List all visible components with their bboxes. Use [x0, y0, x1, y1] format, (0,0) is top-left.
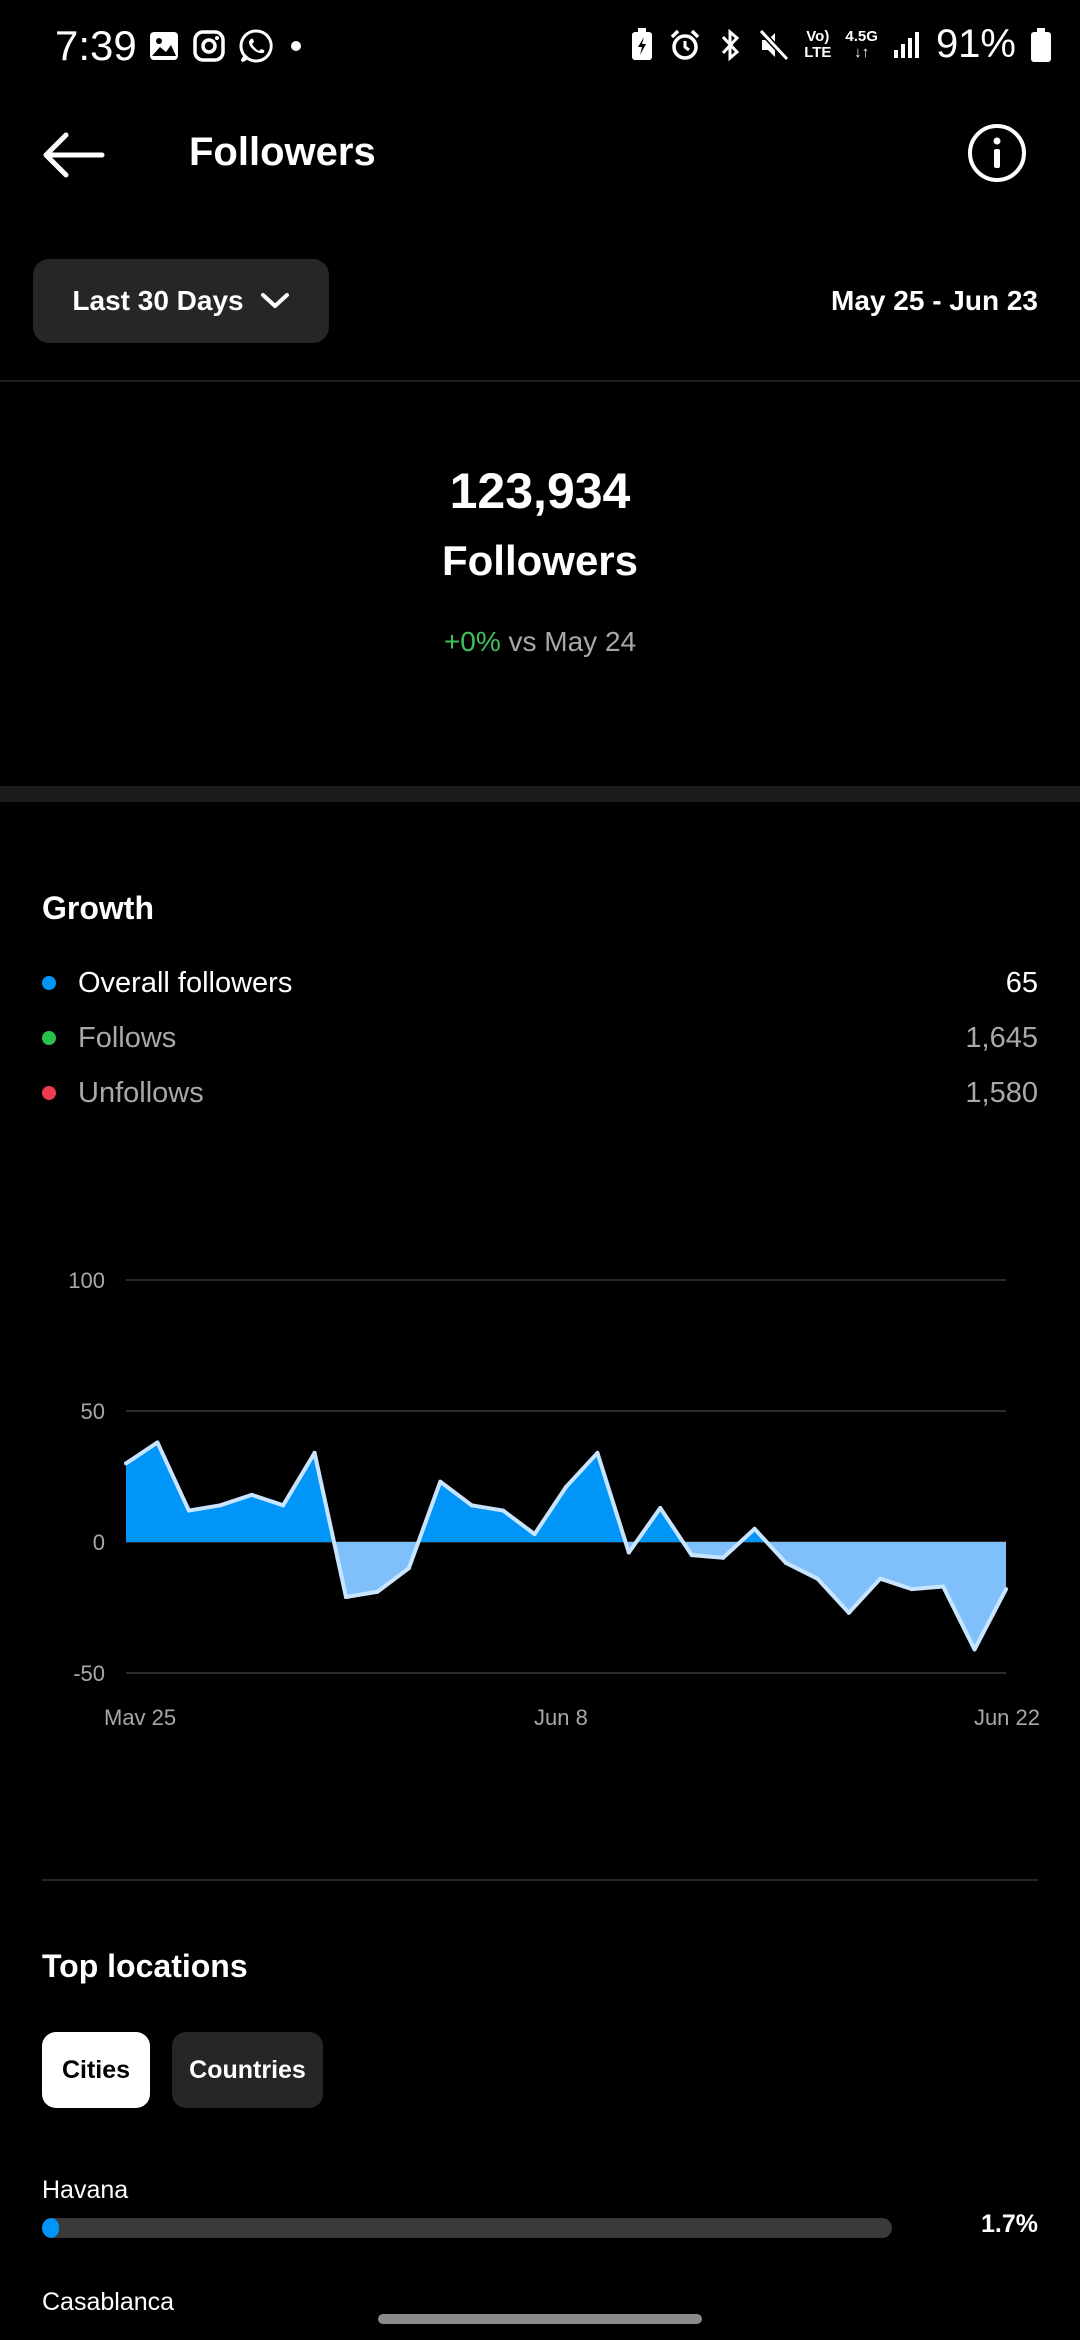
data-point	[281, 1503, 286, 1508]
arrow-left-icon	[43, 132, 105, 178]
data-point	[658, 1505, 663, 1510]
followers-label: Followers	[441, 537, 639, 584]
network-type: 4.5G	[845, 27, 878, 45]
x-tick-label: Jun 8	[534, 1705, 588, 1730]
y-tick-label: 0	[93, 1530, 105, 1555]
change-text: vs May 24	[508, 626, 637, 657]
area-positive	[126, 1442, 1006, 1542]
notification-icons	[148, 28, 306, 64]
battery-percent: 91%	[935, 22, 1016, 66]
data-point	[406, 1566, 411, 1571]
followers-change: +0% vs May 24	[0, 626, 1080, 658]
legend-dot-red	[42, 1086, 56, 1100]
legend-label: Unfollows	[78, 1076, 204, 1109]
data-point	[186, 1508, 191, 1513]
page-title: Followers	[189, 130, 376, 174]
bluetooth-icon	[722, 28, 740, 61]
location-percent: 1.7%	[981, 2210, 1038, 2238]
system-icons: Vo) LTE 4.5G ↓↑ 91%	[630, 22, 1052, 67]
data-point	[972, 1647, 977, 1652]
gallery-icon	[150, 32, 178, 60]
data-point	[878, 1576, 883, 1581]
volte-top: Vo)	[806, 27, 830, 45]
location-name: Casablanca	[42, 2288, 175, 2310]
data-point	[752, 1526, 757, 1531]
growth-title: Growth	[42, 890, 154, 926]
legend-label: Follows	[78, 1021, 177, 1054]
data-point	[595, 1450, 600, 1455]
whatsapp-icon	[239, 29, 273, 63]
signal-icon	[893, 31, 919, 58]
data-point	[689, 1553, 694, 1558]
x-tick-label: Mav 25	[104, 1705, 176, 1730]
info-icon	[968, 124, 1026, 182]
tab-countries[interactable]: Countries	[172, 2032, 323, 2108]
date-range-dropdown[interactable]: Last 30 Days	[33, 259, 329, 343]
data-point	[626, 1550, 631, 1555]
more-notifications-icon	[291, 41, 301, 51]
legend-dot-blue	[42, 976, 56, 990]
status-bar: 7:39 Vo) LTE 4.5G ↓↑ 91%	[0, 0, 1080, 100]
data-point	[532, 1532, 537, 1537]
alarm-icon	[670, 29, 700, 60]
back-button[interactable]	[38, 125, 110, 185]
tab-cities[interactable]: Cities	[42, 2032, 150, 2108]
legend-value: 1,580	[965, 1076, 1038, 1109]
status-time: 7:39	[55, 22, 137, 69]
chevron-down-icon	[260, 293, 289, 308]
divider	[0, 380, 1080, 382]
data-point	[469, 1503, 474, 1508]
volte-indicator: Vo) LTE	[804, 27, 832, 61]
date-range-text: May 25 - Jun 23	[831, 285, 1038, 316]
data-point	[312, 1450, 317, 1455]
data-point	[124, 1461, 128, 1466]
mute-icon	[758, 28, 790, 61]
network-type-indicator: 4.5G ↓↑	[845, 27, 878, 61]
legend-dot-green	[42, 1031, 56, 1045]
location-name: Havana	[42, 2176, 129, 2204]
area-negative	[126, 1542, 1006, 1650]
legend-label: Overall followers	[78, 966, 293, 999]
data-point	[941, 1584, 946, 1589]
data-point	[784, 1560, 788, 1565]
change-percent: +0%	[443, 626, 501, 657]
data-point	[909, 1587, 914, 1592]
section-separator	[0, 786, 1080, 802]
data-point	[815, 1576, 820, 1581]
y-tick-label: 100	[68, 1268, 105, 1293]
legend-unfollows: Unfollows 1,580	[42, 1073, 1038, 1113]
legend-value: 1,645	[965, 1021, 1038, 1054]
top-locations-title: Top locations	[42, 1948, 248, 1984]
data-point	[375, 1589, 380, 1594]
legend-follows: Follows 1,645	[42, 1018, 1038, 1058]
location-bar-fill	[42, 2218, 59, 2238]
instagram-icon	[193, 30, 225, 62]
growth-chart: 100 50 0 -50 Mav 25 Jun 8 Jun 22	[68, 1268, 1040, 1730]
y-tick-label: 50	[81, 1399, 105, 1424]
location-bar	[42, 2218, 892, 2238]
divider	[42, 1879, 1038, 1881]
x-tick-label: Jun 22	[974, 1705, 1040, 1730]
home-indicator[interactable]	[378, 2314, 702, 2324]
data-point	[846, 1610, 851, 1615]
data-point	[218, 1503, 223, 1508]
data-point	[721, 1555, 726, 1560]
data-point	[564, 1484, 568, 1489]
info-button[interactable]	[966, 122, 1028, 184]
followers-total: 123,934	[449, 463, 631, 519]
legend-overall-followers: Overall followers 65	[42, 963, 1038, 1003]
y-tick-label: -50	[73, 1661, 105, 1686]
data-point	[344, 1595, 348, 1600]
data-arrows-icon: ↓↑	[854, 43, 870, 61]
data-point	[501, 1508, 506, 1513]
data-point	[1004, 1587, 1008, 1592]
battery-saver-icon	[632, 27, 653, 60]
battery-icon	[1031, 27, 1051, 62]
data-point	[438, 1479, 443, 1484]
volte-bottom: LTE	[804, 43, 832, 61]
date-range-label: Last 30 Days	[72, 285, 244, 316]
data-point	[249, 1492, 254, 1497]
data-point	[155, 1440, 160, 1445]
legend-value: 65	[1005, 966, 1038, 999]
